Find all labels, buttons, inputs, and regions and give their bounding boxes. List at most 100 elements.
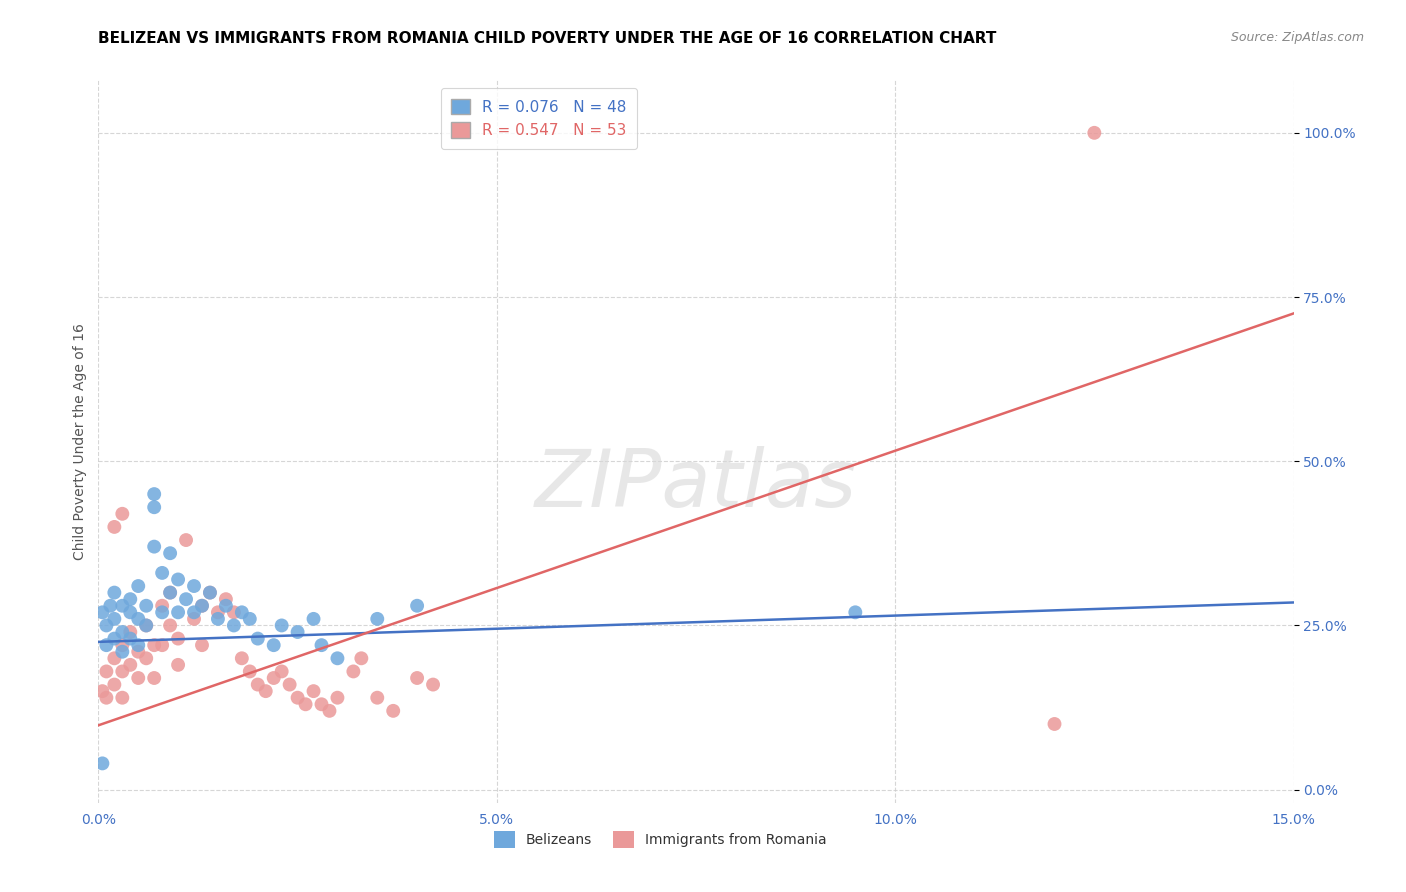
Point [174,533,197,547]
Point [135,599,157,613]
Point [127,612,149,626]
Point [127,638,149,652]
Point [135,618,157,632]
Point [191,599,214,613]
Point [270,618,292,632]
Point [135,618,157,632]
Point [1043,717,1066,731]
Point [159,585,181,599]
Point [167,573,190,587]
Point [111,625,134,640]
Point [167,605,190,619]
Point [150,599,173,613]
Point [191,638,214,652]
Text: ZIPatlas: ZIPatlas [534,446,858,524]
Point [198,585,221,599]
Y-axis label: Child Poverty Under the Age of 16: Child Poverty Under the Age of 16 [73,323,87,560]
Point [342,665,364,679]
Point [150,566,173,580]
Point [111,599,134,613]
Point [207,612,229,626]
Point [120,632,142,646]
Point [111,645,134,659]
Point [103,651,125,665]
Point [159,585,181,599]
Point [174,592,197,607]
Point [318,704,340,718]
Point [326,690,349,705]
Point [215,599,238,613]
Point [111,665,134,679]
Point [143,671,166,685]
Point [127,579,149,593]
Point [231,605,253,619]
Point [111,507,134,521]
Point [183,605,205,619]
Point [143,487,166,501]
Point [246,677,269,691]
Point [103,677,125,691]
Point [254,684,277,698]
Point [215,592,238,607]
Point [326,651,349,665]
Point [311,638,333,652]
Point [120,657,142,672]
Point [143,540,166,554]
Point [222,605,245,619]
Point [135,651,157,665]
Point [159,618,181,632]
Legend: Belizeans, Immigrants from Romania: Belizeans, Immigrants from Romania [488,826,832,854]
Point [167,657,190,672]
Point [91,756,114,771]
Point [120,592,142,607]
Point [263,638,285,652]
Point [302,612,325,626]
Point [159,546,181,560]
Point [111,690,134,705]
Point [91,684,114,698]
Point [183,579,205,593]
Point [287,625,309,640]
Point [246,632,269,646]
Point [239,612,262,626]
Point [1083,126,1105,140]
Point [302,684,325,698]
Point [183,612,205,626]
Point [103,612,125,626]
Point [150,605,173,619]
Point [98,599,122,613]
Point [422,677,444,691]
Point [231,651,253,665]
Point [287,690,309,705]
Point [96,638,118,652]
Point [350,651,373,665]
Point [150,638,173,652]
Point [844,605,866,619]
Point [366,690,388,705]
Point [263,671,285,685]
Point [103,520,125,534]
Point [366,612,388,626]
Point [127,645,149,659]
Point [406,671,429,685]
Point [382,704,405,718]
Point [96,690,118,705]
Point [120,625,142,640]
Point [191,599,214,613]
Point [167,632,190,646]
Point [311,698,333,712]
Point [96,618,118,632]
Point [278,677,301,691]
Point [270,665,292,679]
Point [103,632,125,646]
Point [127,671,149,685]
Point [120,605,142,619]
Text: BELIZEAN VS IMMIGRANTS FROM ROMANIA CHILD POVERTY UNDER THE AGE OF 16 CORRELATIO: BELIZEAN VS IMMIGRANTS FROM ROMANIA CHIL… [98,31,997,46]
Point [111,638,134,652]
Point [239,665,262,679]
Point [406,599,429,613]
Point [222,618,245,632]
Point [294,698,316,712]
Point [143,500,166,515]
Text: Source: ZipAtlas.com: Source: ZipAtlas.com [1230,31,1364,45]
